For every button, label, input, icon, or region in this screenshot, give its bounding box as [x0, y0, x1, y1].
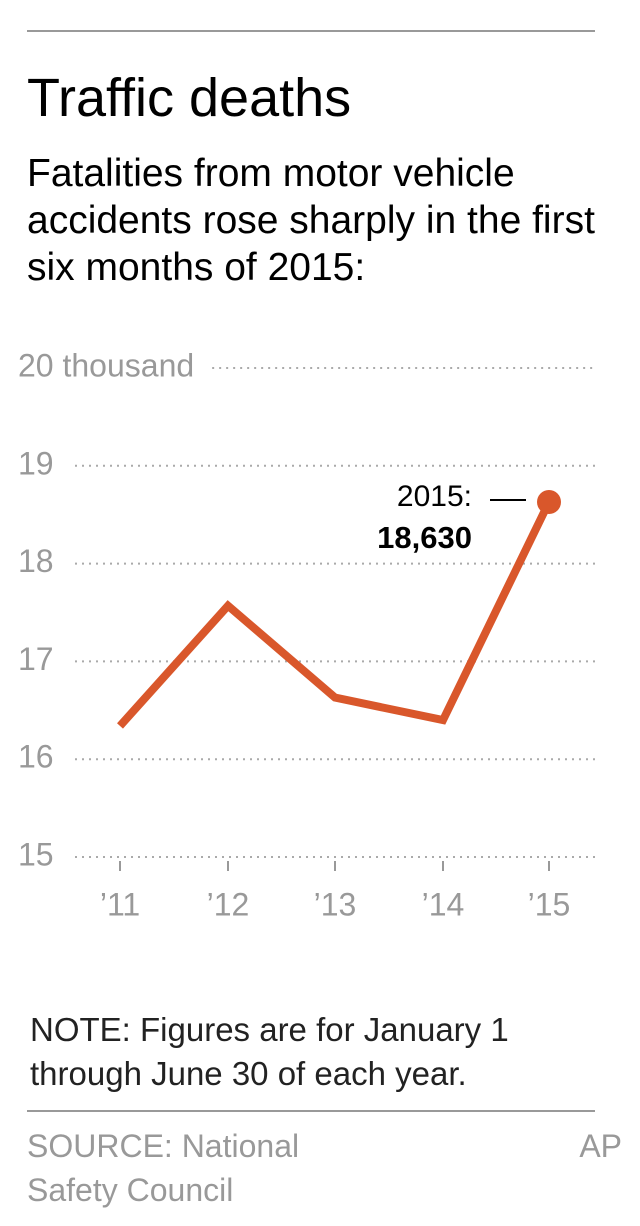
source: SOURCE: National Safety Council — [27, 1128, 300, 1208]
note: NOTE: Figures are for January 1 through … — [30, 1011, 509, 1092]
y-tick-label: 16 — [18, 739, 54, 775]
y-tick-label: 18 — [18, 543, 54, 579]
end-marker — [537, 489, 561, 514]
x-tick-label: ’12 — [207, 886, 250, 922]
credit: AP — [579, 1128, 622, 1164]
data-line — [117, 500, 553, 729]
x-tick-label: ’14 — [422, 886, 465, 922]
y-tick-label: 20 thousand — [18, 347, 194, 383]
bottom-rule — [27, 1110, 595, 1112]
y-tick-label: 17 — [18, 641, 54, 677]
y-tick-label: 19 — [18, 445, 54, 481]
chart-title: Traffic deaths — [27, 68, 352, 128]
top-rule — [27, 30, 595, 32]
x-tick-label: ’13 — [314, 886, 357, 922]
x-tick-label: ’15 — [528, 886, 571, 922]
annotation: 2015: — [397, 480, 472, 513]
y-tick-label: 15 — [18, 836, 54, 872]
x-tick-label: ’11 — [100, 886, 140, 922]
chart-subtitle: Fatalities from motor vehicle accidents … — [27, 152, 595, 289]
value-label: 18,630 — [377, 520, 472, 555]
